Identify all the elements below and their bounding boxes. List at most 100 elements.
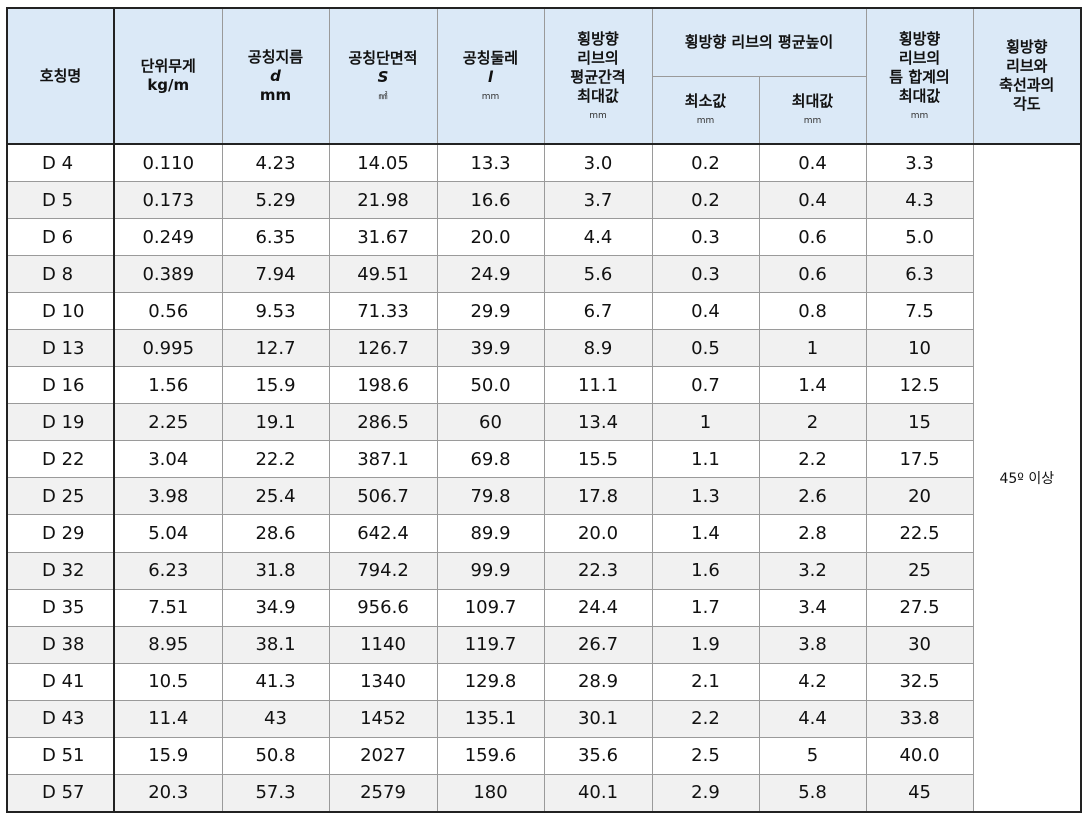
- cell-l: 135.1: [436, 699, 545, 738]
- cell-weight: 5.04: [113, 514, 223, 553]
- cell-hmax: 2.2: [758, 440, 867, 479]
- cell-weight: 7.51: [113, 588, 223, 627]
- rebar-spec-table: 호칭명 단위무게 kg/m 공칭지름 d mm 공칭단면적 S ㎟ 공칭둘레 l…: [6, 7, 1083, 813]
- cell-l: 180: [436, 773, 545, 813]
- table-row: D 41 10.5 41.3 1340 129.8 28.9 2.1 4.2 32.5: [6, 662, 1081, 701]
- cell-name: D 29: [6, 514, 115, 553]
- cell-spacing: 26.7: [543, 625, 653, 664]
- cell-name: D 51: [6, 736, 115, 775]
- cell-s: 286.5: [328, 403, 438, 442]
- table-row: D 35 7.51 34.9 956.6 109.7 24.4 1.7 3.4 27.5: [6, 588, 1081, 627]
- cell-spacing: 3.7: [543, 181, 653, 220]
- table-row: D 51 15.9 50.8 2027 159.6 35.6 2.5 5 40.0: [6, 736, 1081, 775]
- table-row: D 16 1.56 15.9 198.6 50.0 11.1 0.7 1.4 12.5: [6, 366, 1081, 405]
- cell-hmin: 1.3: [651, 477, 760, 516]
- cell-d: 5.29: [221, 181, 330, 220]
- cell-spacing: 17.8: [543, 477, 653, 516]
- cell-hmax: 5: [758, 736, 867, 775]
- cell-hmin: 0.7: [651, 366, 760, 405]
- cell-s: 2579: [328, 773, 438, 813]
- table-row: D 19 2.25 19.1 286.5 60 13.4 1 2 15: [6, 403, 1081, 442]
- cell-s: 31.67: [328, 218, 438, 257]
- cell-hmax: 2.6: [758, 477, 867, 516]
- cell-hmin: 0.3: [651, 218, 760, 257]
- cell-gap: 27.5: [865, 588, 974, 627]
- cell-hmin: 1.6: [651, 551, 760, 590]
- cell-d: 6.35: [221, 218, 330, 257]
- cell-l: 99.9: [436, 551, 545, 590]
- cell-weight: 10.5: [113, 662, 223, 701]
- header-spacing: 횡방향 리브의 평균간격 최대값 mm: [543, 7, 653, 145]
- cell-s: 126.7: [328, 329, 438, 368]
- table-row: D 10 0.56 9.53 71.33 29.9 6.7 0.4 0.8 7.5: [6, 292, 1081, 331]
- cell-s: 14.05: [328, 143, 438, 183]
- header-weight: 단위무게 kg/m: [113, 7, 223, 145]
- cell-spacing: 11.1: [543, 366, 653, 405]
- cell-hmin: 2.2: [651, 699, 760, 738]
- cell-weight: 0.995: [113, 329, 223, 368]
- cell-spacing: 3.0: [543, 143, 653, 183]
- cell-weight: 0.56: [113, 292, 223, 331]
- header-rib-max: 최대값 mm: [758, 75, 867, 145]
- cell-hmax: 2.8: [758, 514, 867, 553]
- cell-weight: 0.173: [113, 181, 223, 220]
- cell-d: 9.53: [221, 292, 330, 331]
- cell-spacing: 6.7: [543, 292, 653, 331]
- table-header: 호칭명 단위무게 kg/m 공칭지름 d mm 공칭단면적 S ㎟ 공칭둘레 l…: [6, 7, 1082, 145]
- cell-d: 25.4: [221, 477, 330, 516]
- cell-d: 12.7: [221, 329, 330, 368]
- cell-spacing: 22.3: [543, 551, 653, 590]
- table-row: D 32 6.23 31.8 794.2 99.9 22.3 1.6 3.2 25: [6, 551, 1081, 590]
- cell-hmax: 0.8: [758, 292, 867, 331]
- cell-weight: 0.249: [113, 218, 223, 257]
- cell-s: 21.98: [328, 181, 438, 220]
- cell-l: 24.9: [436, 255, 545, 294]
- header-rib-height: 횡방향 리브의 평균높이: [651, 7, 867, 77]
- cell-spacing: 28.9: [543, 662, 653, 701]
- cell-s: 794.2: [328, 551, 438, 590]
- cell-hmax: 3.8: [758, 625, 867, 664]
- cell-gap: 25: [865, 551, 974, 590]
- cell-hmax: 1.4: [758, 366, 867, 405]
- cell-d: 34.9: [221, 588, 330, 627]
- cell-d: 57.3: [221, 773, 330, 813]
- cell-hmin: 1.7: [651, 588, 760, 627]
- cell-name: D 41: [6, 662, 115, 701]
- cell-hmax: 0.6: [758, 218, 867, 257]
- cell-name: D 8: [6, 255, 115, 294]
- cell-spacing: 13.4: [543, 403, 653, 442]
- cell-gap: 32.5: [865, 662, 974, 701]
- table-row: D 25 3.98 25.4 506.7 79.8 17.8 1.3 2.6 20: [6, 477, 1081, 516]
- cell-gap: 12.5: [865, 366, 974, 405]
- header-name: 호칭명: [6, 7, 115, 145]
- cell-hmin: 2.5: [651, 736, 760, 775]
- cell-name: D 35: [6, 588, 115, 627]
- cell-name: D 10: [6, 292, 115, 331]
- cell-s: 1140: [328, 625, 438, 664]
- cell-d: 41.3: [221, 662, 330, 701]
- cell-hmin: 1.9: [651, 625, 760, 664]
- cell-d: 31.8: [221, 551, 330, 590]
- cell-name: D 43: [6, 699, 115, 738]
- cell-name: D 5: [6, 181, 115, 220]
- cell-hmin: 0.3: [651, 255, 760, 294]
- cell-l: 20.0: [436, 218, 545, 257]
- cell-weight: 6.23: [113, 551, 223, 590]
- cell-gap: 7.5: [865, 292, 974, 331]
- table-row: D 13 0.995 12.7 126.7 39.9 8.9 0.5 1 10: [6, 329, 1081, 368]
- cell-s: 2027: [328, 736, 438, 775]
- cell-name: D 25: [6, 477, 115, 516]
- cell-name: D 19: [6, 403, 115, 442]
- cell-gap: 10: [865, 329, 974, 368]
- cell-s: 642.4: [328, 514, 438, 553]
- cell-gap: 17.5: [865, 440, 974, 479]
- cell-spacing: 5.6: [543, 255, 653, 294]
- cell-spacing: 8.9: [543, 329, 653, 368]
- cell-s: 506.7: [328, 477, 438, 516]
- cell-hmax: 0.6: [758, 255, 867, 294]
- cell-gap: 40.0: [865, 736, 974, 775]
- cell-l: 119.7: [436, 625, 545, 664]
- cell-s: 49.51: [328, 255, 438, 294]
- cell-d: 43: [221, 699, 330, 738]
- header-diameter: 공칭지름 d mm: [221, 7, 330, 145]
